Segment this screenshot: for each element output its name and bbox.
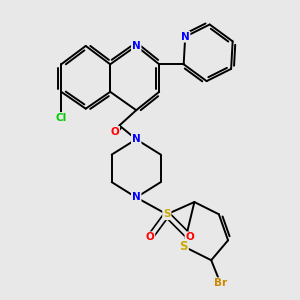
Text: Cl: Cl bbox=[56, 113, 67, 123]
Text: N: N bbox=[132, 41, 141, 51]
Text: O: O bbox=[185, 232, 194, 242]
Text: S: S bbox=[163, 209, 171, 219]
Text: N: N bbox=[181, 32, 190, 42]
Text: Br: Br bbox=[214, 278, 227, 288]
Text: O: O bbox=[146, 232, 154, 242]
Text: N: N bbox=[132, 134, 141, 144]
Text: O: O bbox=[110, 127, 119, 136]
Text: S: S bbox=[179, 240, 188, 253]
Text: N: N bbox=[132, 192, 141, 203]
